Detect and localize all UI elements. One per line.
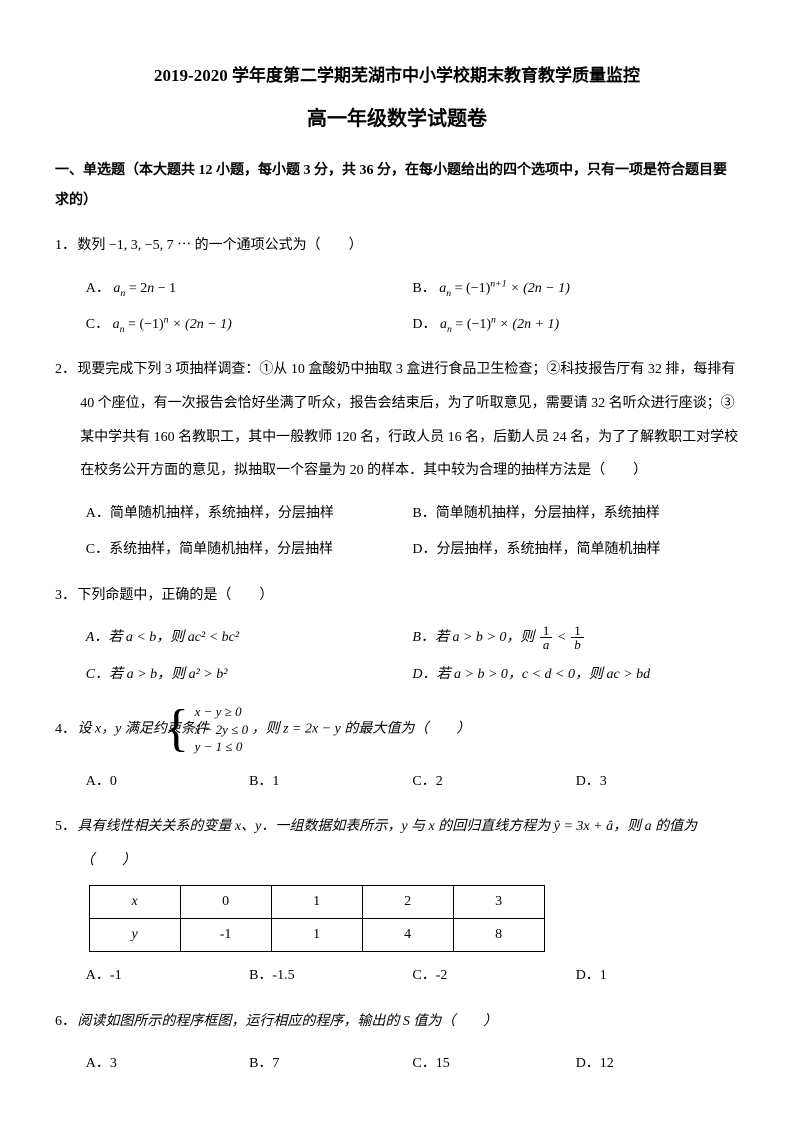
q3-b-lt: < bbox=[558, 630, 569, 645]
question-1-options: A． an = 2n − 1 B． an = (−1)n+1 × (2n − 1… bbox=[86, 271, 739, 344]
q1-b-eq: = (−1) bbox=[455, 281, 491, 296]
q3-b-frac2: 1b bbox=[571, 624, 584, 652]
q4-option-a: A．0 bbox=[86, 764, 249, 800]
question-3-options: A．若 a < b，则 ac² < bc² B．若 a > b > 0，则 1a… bbox=[86, 620, 739, 693]
question-6-number: 6． bbox=[55, 1005, 77, 1039]
question-4-number: 4． bbox=[55, 713, 77, 747]
q3-b-f1t: 1 bbox=[540, 624, 553, 639]
q1-b-tail: × (2n − 1) bbox=[507, 281, 570, 296]
q1-a-label: A． bbox=[86, 281, 110, 296]
q4-system: x − y ≥ 0 x − 2y ≤ 0 y − 1 ≤ 0 bbox=[220, 703, 248, 756]
q2-option-d: D．分层抽样，系统抽样，简单随机抽样 bbox=[412, 532, 739, 568]
q2-option-b: B．简单随机抽样，分层抽样，系统抽样 bbox=[412, 496, 739, 532]
section-1-heading: 一、单选题（本大题共 12 小题，每小题 3 分，共 36 分，在每小题给出的四… bbox=[55, 156, 739, 215]
q5-x-0: 0 bbox=[180, 886, 271, 919]
q1-option-a: A． an = 2n − 1 bbox=[86, 271, 413, 307]
q4-option-d: D．3 bbox=[576, 764, 739, 800]
q5-option-b: B．-1.5 bbox=[249, 958, 412, 994]
q1-c-label: C． bbox=[86, 317, 109, 332]
q6-option-a: A．3 bbox=[86, 1046, 249, 1082]
question-4-options: A．0 B．1 C．2 D．3 bbox=[86, 764, 739, 800]
q1-d-label: D． bbox=[412, 317, 436, 332]
q2-option-a: A．简单随机抽样，系统抽样，分层抽样 bbox=[86, 496, 413, 532]
q5-data-table: x 0 1 2 3 y -1 1 4 8 bbox=[89, 885, 545, 952]
question-2-text: 现要完成下列 3 项抽样调查：①从 10 盒酸奶中抽取 3 盒进行食品卫生检查；… bbox=[77, 362, 738, 478]
q4-option-b: B．1 bbox=[249, 764, 412, 800]
exam-header-line1: 2019-2020 学年度第二学期芜湖市中小学校期末教育教学质量监控 bbox=[55, 60, 739, 92]
q1-a-eq1: = 2 bbox=[129, 281, 147, 296]
question-2-options: A．简单随机抽样，系统抽样，分层抽样 B．简单随机抽样，分层抽样，系统抽样 C．… bbox=[86, 496, 739, 569]
question-5: 5．具有线性相关关系的变量 x、y．一组数据如表所示，y 与 x 的回归直线方程… bbox=[55, 810, 739, 877]
q3-option-c: C．若 a > b，则 a² > b² bbox=[86, 657, 413, 693]
question-4-pre: 设 x，y 满足约束条件 bbox=[77, 722, 212, 737]
question-4-post: ，则 z = 2x − y 的最大值为（ ） bbox=[252, 722, 471, 737]
q5-x-2: 2 bbox=[362, 886, 453, 919]
q5-option-d: D．1 bbox=[576, 958, 739, 994]
table-row: y -1 1 4 8 bbox=[89, 919, 544, 952]
q5-y-3: 8 bbox=[453, 919, 544, 952]
q5-header-x: x bbox=[89, 886, 180, 919]
question-5-number: 5． bbox=[55, 810, 77, 844]
table-row: x 0 1 2 3 bbox=[89, 886, 544, 919]
q2-option-c: C．系统抽样，简单随机抽样，分层抽样 bbox=[86, 532, 413, 568]
q1-b-exp: n+1 bbox=[490, 278, 506, 289]
q5-y-0: -1 bbox=[180, 919, 271, 952]
q6-option-c: C．15 bbox=[412, 1046, 575, 1082]
q6-option-d: D．12 bbox=[576, 1046, 739, 1082]
question-1-text: 数列 −1, 3, −5, 7 ⋯ 的一个通项公式为（ ） bbox=[77, 238, 362, 253]
q1-d-tail: × (2n + 1) bbox=[496, 317, 559, 332]
q3-option-d: D．若 a > b > 0，c < d < 0，则 ac > bd bbox=[412, 657, 739, 693]
q4-s2: x − 2y ≤ 0 bbox=[220, 721, 248, 739]
q6-option-b: B．7 bbox=[249, 1046, 412, 1082]
question-2-number: 2． bbox=[55, 353, 77, 387]
question-3: 3．下列命题中，正确的是（ ） bbox=[55, 579, 739, 613]
q3-option-b: B．若 a > b > 0，则 1a < 1b bbox=[412, 620, 739, 656]
q1-option-b: B． an = (−1)n+1 × (2n − 1) bbox=[412, 271, 739, 307]
q1-option-d: D． an = (−1)n × (2n + 1) bbox=[412, 307, 739, 343]
q3-option-a: A．若 a < b，则 ac² < bc² bbox=[86, 620, 413, 656]
question-6-text: 阅读如图所示的程序框图，运行相应的程序，输出的 S 值为（ ） bbox=[77, 1014, 497, 1029]
q1-d-eq: = (−1) bbox=[455, 317, 491, 332]
question-1: 1．数列 −1, 3, −5, 7 ⋯ 的一个通项公式为（ ） bbox=[55, 229, 739, 263]
question-6-options: A．3 B．7 C．15 D．12 bbox=[86, 1046, 739, 1082]
question-3-number: 3． bbox=[55, 579, 77, 613]
q1-c-tail: × (2n − 1) bbox=[169, 317, 232, 332]
question-4: 4．设 x，y 满足约束条件 { x − y ≥ 0 x − 2y ≤ 0 y … bbox=[55, 703, 739, 756]
exam-header-line2: 高一年级数学试题卷 bbox=[55, 100, 739, 138]
q3-b-frac1: 1a bbox=[540, 624, 553, 652]
q3-b-f2t: 1 bbox=[571, 624, 584, 639]
q5-option-c: C．-2 bbox=[412, 958, 575, 994]
q5-y-1: 1 bbox=[271, 919, 362, 952]
q5-x-1: 1 bbox=[271, 886, 362, 919]
q3-b-f2b: b bbox=[571, 638, 584, 652]
q5-header-y: y bbox=[89, 919, 180, 952]
q4-s1: x − y ≥ 0 bbox=[220, 703, 248, 721]
question-2: 2．现要完成下列 3 项抽样调查：①从 10 盒酸奶中抽取 3 盒进行食品卫生检… bbox=[55, 353, 739, 487]
question-5-text: 具有线性相关关系的变量 x、y．一组数据如表所示，y 与 x 的回归直线方程为 … bbox=[77, 819, 697, 868]
question-3-text: 下列命题中，正确的是（ ） bbox=[77, 588, 273, 603]
question-1-number: 1． bbox=[55, 229, 77, 263]
q1-b-label: B． bbox=[412, 281, 435, 296]
q3-b-pre: B．若 a > b > 0，则 bbox=[412, 630, 537, 645]
q1-c-eq: = (−1) bbox=[128, 317, 164, 332]
q5-option-a: A．-1 bbox=[86, 958, 249, 994]
q5-x-3: 3 bbox=[453, 886, 544, 919]
q1-option-c: C． an = (−1)n × (2n − 1) bbox=[86, 307, 413, 343]
q4-option-c: C．2 bbox=[412, 764, 575, 800]
q5-y-2: 4 bbox=[362, 919, 453, 952]
q4-s3: y − 1 ≤ 0 bbox=[220, 738, 248, 756]
q1-a-eq2: − 1 bbox=[154, 281, 176, 296]
q3-b-f1b: a bbox=[540, 638, 553, 652]
question-5-options: A．-1 B．-1.5 C．-2 D．1 bbox=[86, 958, 739, 994]
question-6: 6．阅读如图所示的程序框图，运行相应的程序，输出的 S 值为（ ） bbox=[55, 1005, 739, 1039]
